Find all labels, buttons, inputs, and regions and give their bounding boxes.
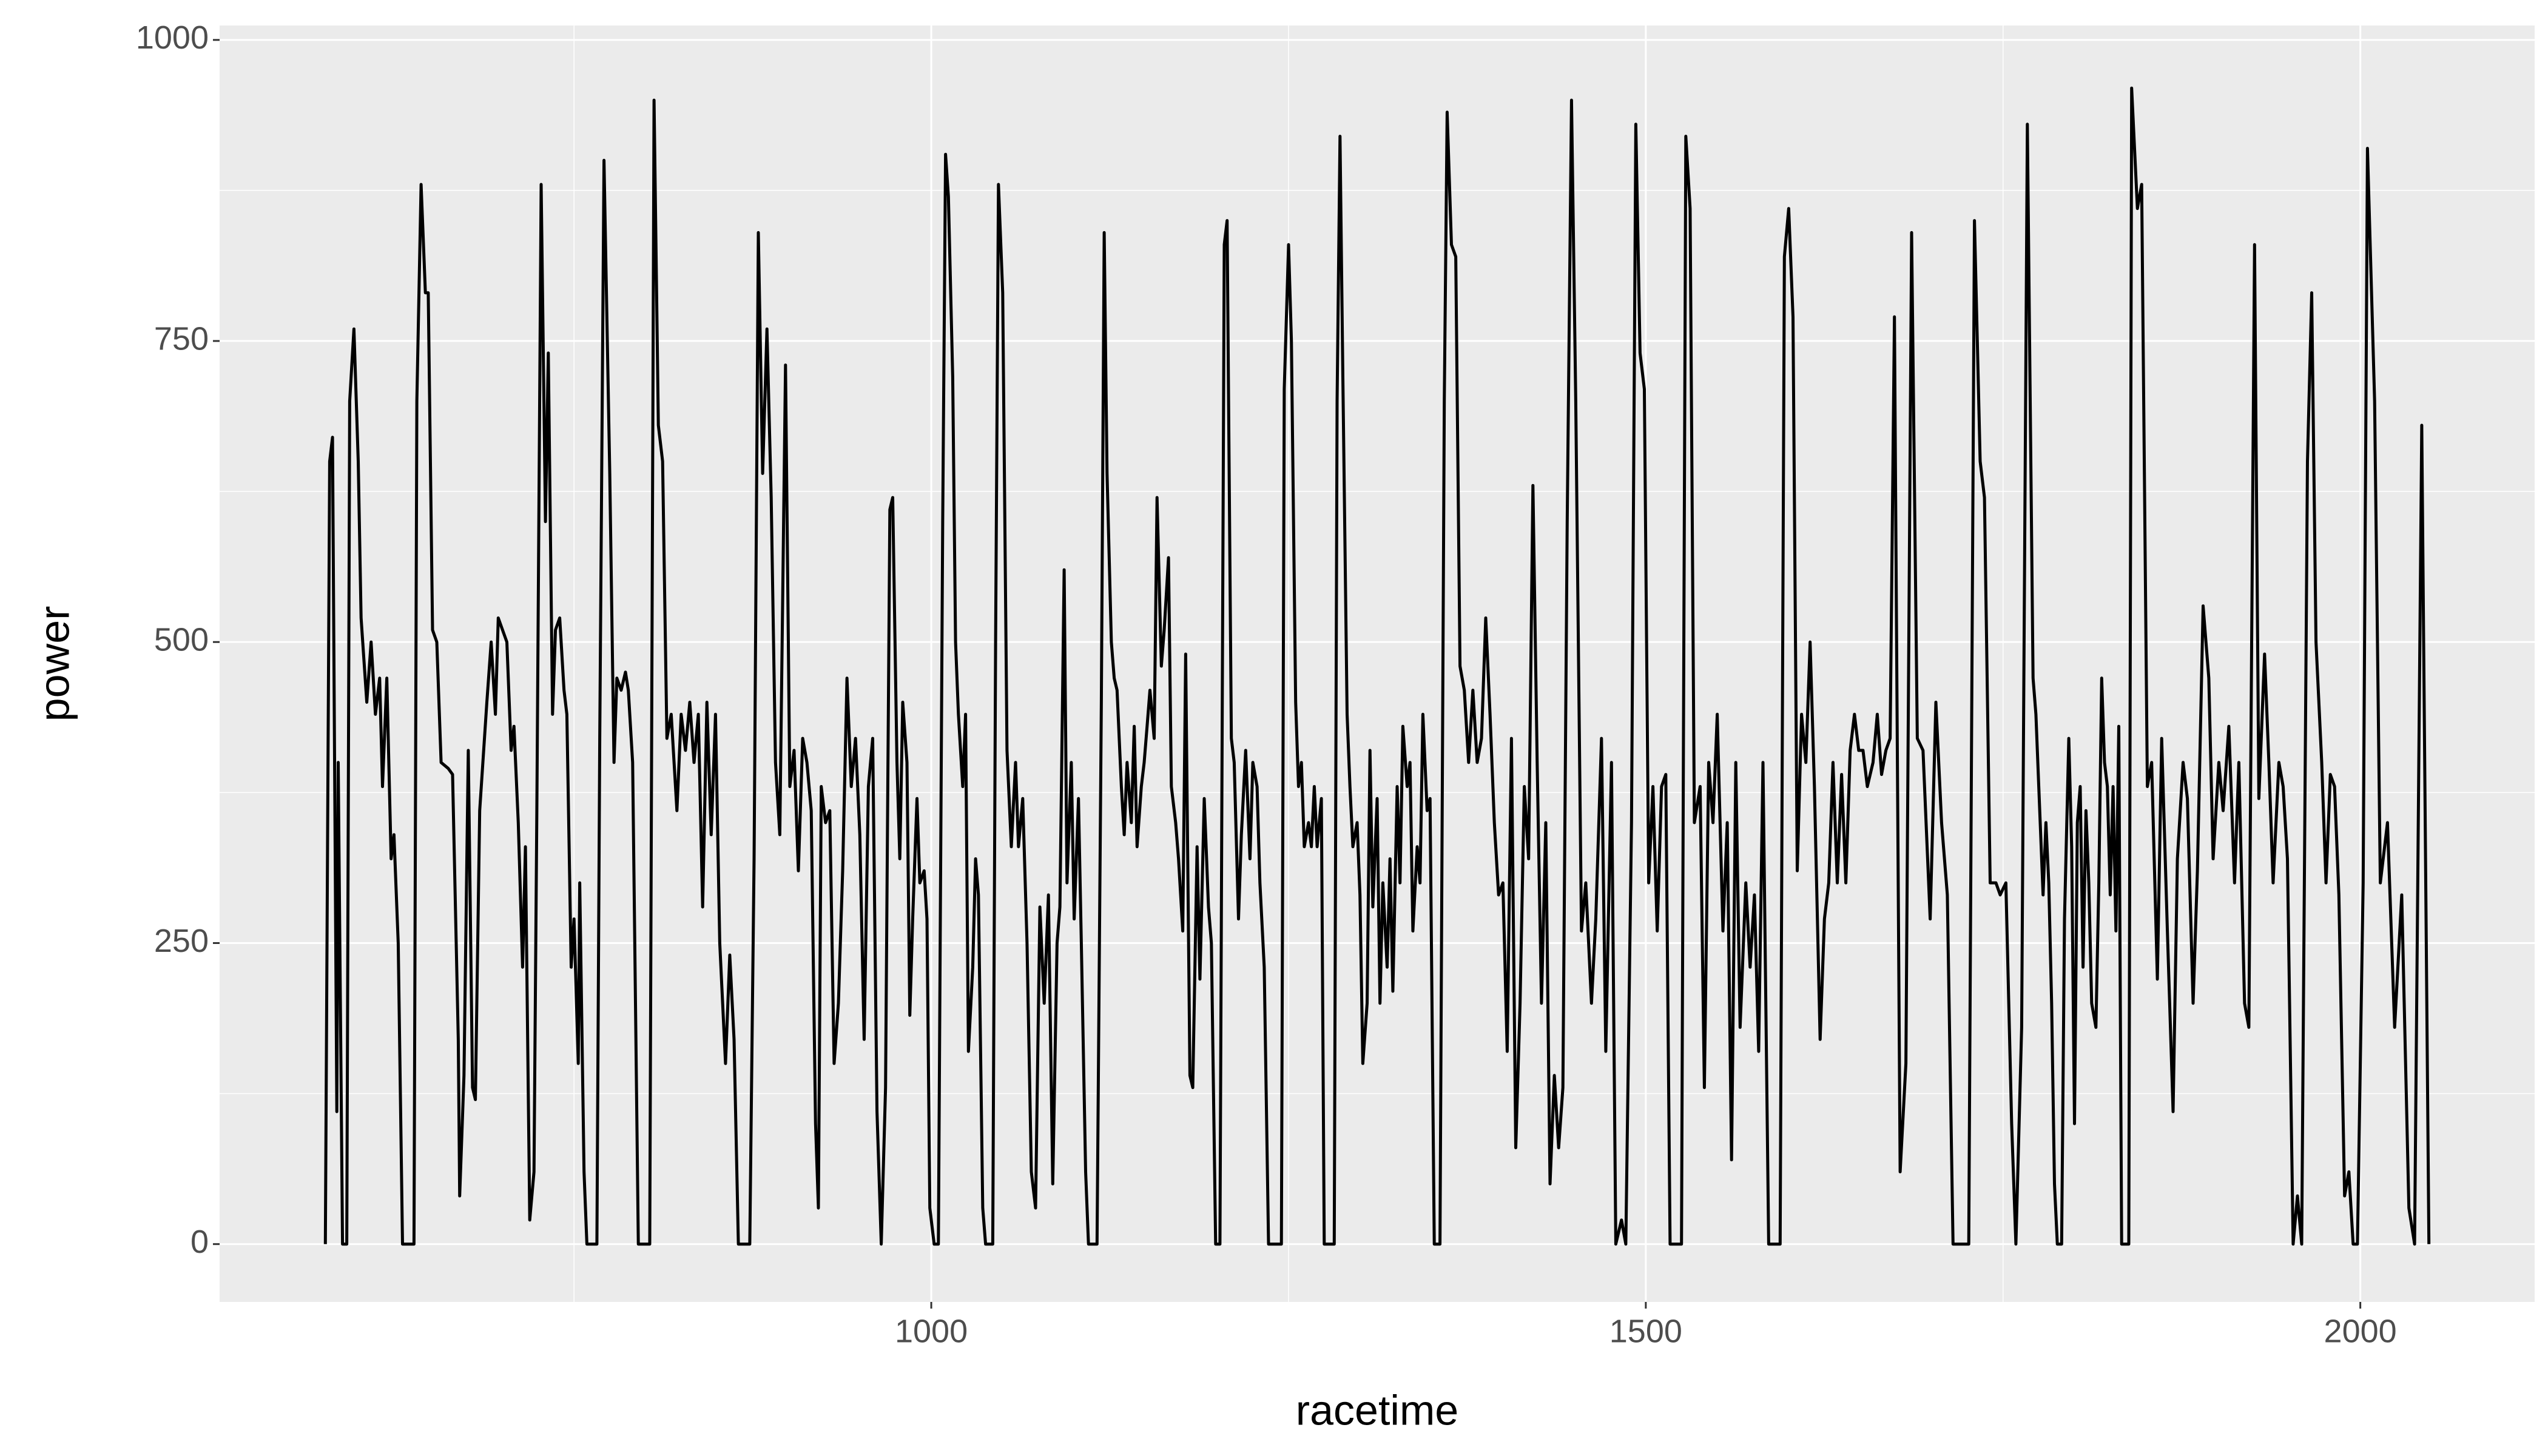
plot-panel <box>220 25 2535 1302</box>
x-tick-label: 2000 <box>2324 1313 2397 1349</box>
y-tick-label: 1000 <box>136 19 209 56</box>
y-tick-label: 250 <box>154 923 209 959</box>
y-axis-title: power <box>30 606 78 722</box>
x-tick-label: 1500 <box>1609 1313 1682 1349</box>
data-line <box>323 86 2431 1246</box>
y-tick-label: 0 <box>190 1224 209 1260</box>
y-tick-label: 500 <box>154 622 209 658</box>
x-axis-title: racetime <box>1296 1386 1458 1434</box>
x-tick-label: 1000 <box>895 1313 968 1349</box>
y-tick-label: 750 <box>154 320 209 357</box>
